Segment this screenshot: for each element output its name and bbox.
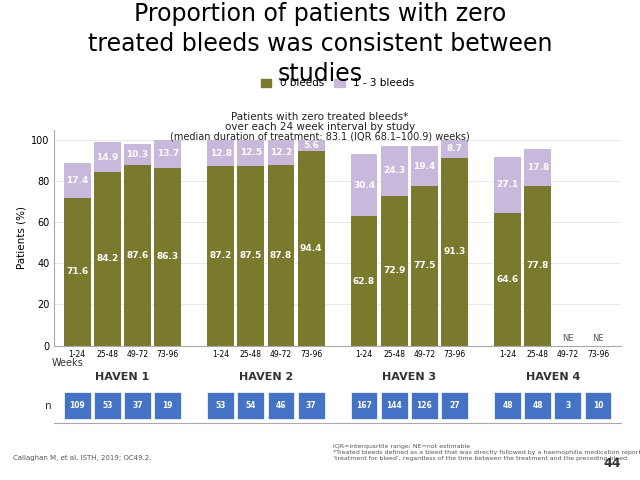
Text: 84.2: 84.2 xyxy=(96,254,118,264)
Text: 167: 167 xyxy=(356,401,372,410)
Legend: 0 bleeds, 1 - 3 bleeds: 0 bleeds, 1 - 3 bleeds xyxy=(257,74,419,93)
Bar xyxy=(298,151,324,346)
Text: 48: 48 xyxy=(532,401,543,410)
Bar xyxy=(494,157,521,213)
Text: 24.3: 24.3 xyxy=(383,166,405,175)
Text: 87.2: 87.2 xyxy=(209,252,232,261)
Bar xyxy=(94,172,121,346)
Text: IQR=interquartile range; NE=not estimable
*Treated bleeds defined as a bleed tha: IQR=interquartile range; NE=not estimabl… xyxy=(333,444,640,461)
Text: HAVEN 2: HAVEN 2 xyxy=(239,372,293,382)
Bar xyxy=(524,149,551,186)
Text: 44: 44 xyxy=(604,457,621,470)
Text: 53: 53 xyxy=(102,401,113,410)
Text: 48: 48 xyxy=(502,401,513,410)
Text: 12.5: 12.5 xyxy=(240,148,262,157)
Text: 91.3: 91.3 xyxy=(444,247,466,256)
Text: 62.8: 62.8 xyxy=(353,276,375,286)
Text: 77.5: 77.5 xyxy=(413,262,436,270)
Text: 37: 37 xyxy=(132,401,143,410)
Bar xyxy=(268,165,294,346)
Text: 87.5: 87.5 xyxy=(239,251,262,260)
Text: 77.8: 77.8 xyxy=(527,261,549,270)
Bar xyxy=(124,144,151,166)
Text: 17.8: 17.8 xyxy=(527,163,549,172)
Bar xyxy=(381,145,408,196)
Text: HAVEN 3: HAVEN 3 xyxy=(382,372,436,382)
Text: 126: 126 xyxy=(417,401,432,410)
Text: 109: 109 xyxy=(69,401,85,410)
Text: HAVEN 1: HAVEN 1 xyxy=(95,372,150,382)
Text: 30.4: 30.4 xyxy=(353,180,375,190)
Text: 27.1: 27.1 xyxy=(497,180,518,189)
Text: n: n xyxy=(45,401,51,410)
Text: Callaghan M, et al. ISTH, 2019; OC49.2.: Callaghan M, et al. ISTH, 2019; OC49.2. xyxy=(13,455,151,461)
Text: 46: 46 xyxy=(276,401,286,410)
Text: 3: 3 xyxy=(565,401,570,410)
Text: 12.8: 12.8 xyxy=(209,148,232,157)
Text: 19: 19 xyxy=(163,401,173,410)
Text: over each 24 week interval by study: over each 24 week interval by study xyxy=(225,122,415,132)
Text: 13.7: 13.7 xyxy=(157,149,179,158)
Text: Proportion of patients with zero
treated bleeds was consistent between
studies: Proportion of patients with zero treated… xyxy=(88,2,552,86)
Bar xyxy=(154,140,181,168)
Bar xyxy=(351,154,378,216)
Bar xyxy=(441,158,468,346)
Text: Weeks: Weeks xyxy=(51,358,83,368)
Text: 27: 27 xyxy=(449,401,460,410)
Bar xyxy=(411,146,438,186)
Bar xyxy=(494,213,521,346)
Bar xyxy=(441,140,468,158)
Bar xyxy=(524,186,551,346)
Text: 12.2: 12.2 xyxy=(270,148,292,157)
Text: NE: NE xyxy=(562,334,573,343)
Text: 53: 53 xyxy=(216,401,226,410)
Bar xyxy=(207,166,234,346)
Bar xyxy=(268,140,294,165)
Bar xyxy=(124,166,151,346)
Y-axis label: Patients (%): Patients (%) xyxy=(17,206,27,269)
Text: 14.9: 14.9 xyxy=(96,153,118,162)
Text: 71.6: 71.6 xyxy=(66,267,88,276)
Bar xyxy=(381,196,408,346)
Text: 17.4: 17.4 xyxy=(66,176,88,185)
Text: 10: 10 xyxy=(593,401,604,410)
Text: NE: NE xyxy=(592,334,604,343)
Bar xyxy=(411,186,438,346)
Bar xyxy=(64,198,91,346)
Text: 54: 54 xyxy=(246,401,256,410)
Bar xyxy=(298,140,324,151)
Text: 87.8: 87.8 xyxy=(270,251,292,260)
Bar xyxy=(351,216,378,346)
Text: (median duration of treatment: 83.1 (IQR 68.1–100.9) weeks): (median duration of treatment: 83.1 (IQR… xyxy=(170,132,470,142)
Bar xyxy=(64,163,91,198)
Bar xyxy=(237,166,264,346)
Text: 37: 37 xyxy=(306,401,316,410)
Text: 94.4: 94.4 xyxy=(300,244,323,253)
Text: 86.3: 86.3 xyxy=(157,252,179,261)
Text: 5.6: 5.6 xyxy=(303,141,319,150)
Text: 72.9: 72.9 xyxy=(383,266,405,275)
Text: HAVEN 4: HAVEN 4 xyxy=(525,372,580,382)
Text: 19.4: 19.4 xyxy=(413,162,436,171)
Bar xyxy=(94,142,121,172)
Bar xyxy=(237,140,264,166)
Text: 144: 144 xyxy=(387,401,402,410)
Text: 87.6: 87.6 xyxy=(126,251,148,260)
Text: 10.3: 10.3 xyxy=(127,150,148,159)
Text: 8.7: 8.7 xyxy=(447,144,463,153)
Text: Patients with zero treated bleeds*: Patients with zero treated bleeds* xyxy=(232,112,408,122)
Text: 64.6: 64.6 xyxy=(497,275,518,284)
Bar xyxy=(154,168,181,346)
Bar xyxy=(207,140,234,166)
